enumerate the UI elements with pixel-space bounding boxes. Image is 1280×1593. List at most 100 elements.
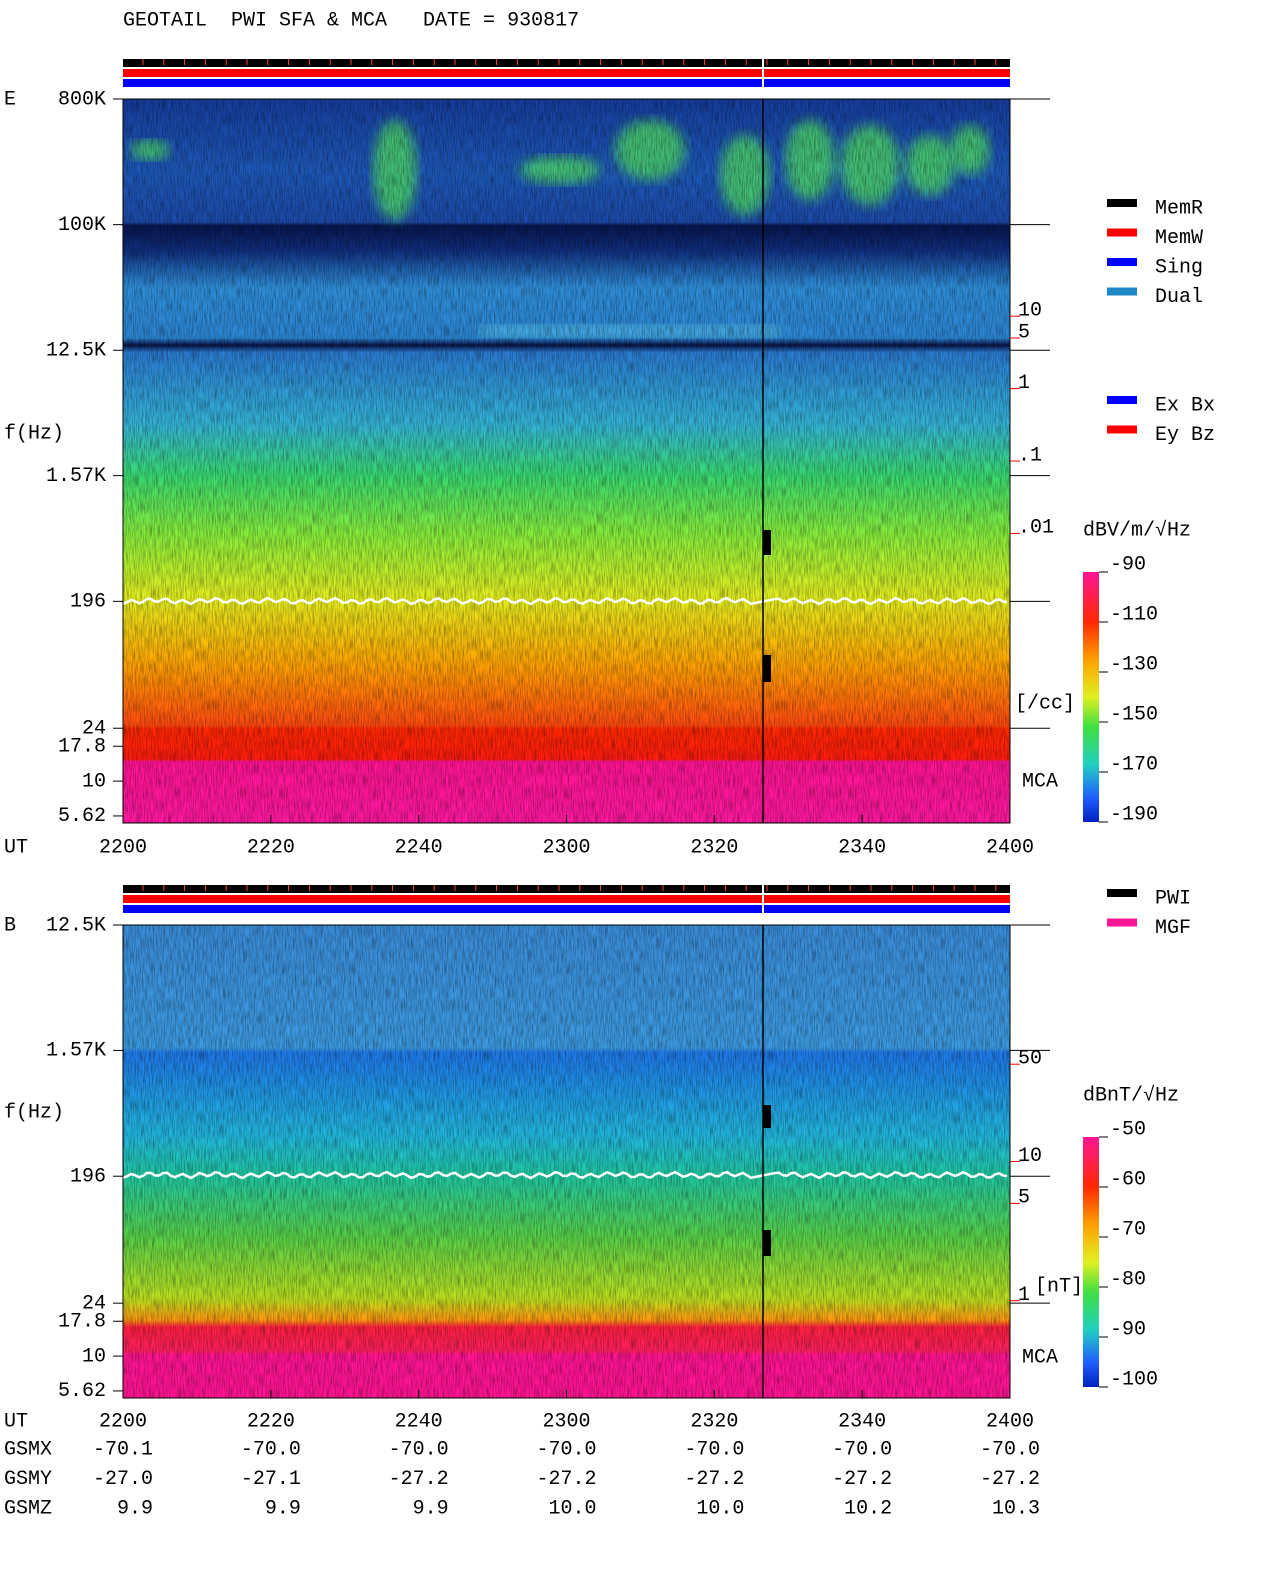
legend-swatch	[1107, 287, 1137, 296]
orbit-value: 9.9	[413, 1497, 449, 1520]
colorbar-tick-label: -170	[1110, 753, 1158, 776]
y-tick-label: 10	[82, 770, 106, 793]
x-tick-label: 2300	[542, 836, 590, 859]
x-tick-label: 2200	[99, 836, 147, 859]
y2-tick-label: .01	[1018, 517, 1054, 540]
y-tick-label: 24	[82, 718, 106, 741]
panel-label: B	[4, 914, 16, 937]
x-tick-label: 2220	[247, 1410, 295, 1433]
y2-tick-label: 5	[1018, 321, 1030, 344]
orbit-value: -70.1	[93, 1438, 153, 1461]
x-tick-label: 2240	[395, 836, 443, 859]
x-tick-label: 2240	[395, 1410, 443, 1433]
x-tick-label: 2320	[690, 1410, 738, 1433]
y-tick-label: 196	[70, 1165, 106, 1188]
x-tick-label: 2400	[986, 1410, 1034, 1433]
orbit-value: -70.0	[980, 1438, 1040, 1461]
legend-label: Ex Bx	[1155, 394, 1215, 417]
orbit-value: -70.0	[684, 1438, 744, 1461]
status-bar	[123, 885, 1010, 893]
orbit-value: 10.0	[548, 1497, 596, 1520]
colorbar	[1083, 572, 1099, 822]
legend-label: Ey Bz	[1155, 424, 1215, 447]
orbit-value: -27.2	[832, 1468, 892, 1491]
colorbar-label: dBV/m/√Hz	[1083, 518, 1191, 542]
colorbar-tick-label: -90	[1110, 553, 1146, 576]
status-bar	[123, 895, 1010, 903]
y2-tick-label: 1	[1018, 1284, 1030, 1307]
colorbar-tick-label: -100	[1110, 1368, 1158, 1391]
x-tick-label: 2340	[838, 836, 886, 859]
legend-label: MemR	[1155, 197, 1203, 220]
orbit-label: GSMX	[4, 1438, 52, 1461]
status-bar	[123, 79, 1010, 87]
plasma-line	[122, 596, 1008, 606]
colorbar-tick-label: -110	[1110, 603, 1158, 626]
colorbar	[1083, 1137, 1099, 1387]
colorbar-tick-label: -190	[1110, 803, 1158, 826]
colorbar-tick-label: -80	[1110, 1268, 1146, 1291]
orbit-value: 9.9	[265, 1497, 301, 1520]
y-tick-label: 10	[82, 1345, 106, 1368]
y2-tick-label: 10	[1018, 1145, 1042, 1168]
y2-tick-label: 10	[1018, 299, 1042, 322]
legend-label: Sing	[1155, 256, 1203, 279]
legend-label: MemW	[1155, 227, 1203, 250]
y-tick-label: 12.5K	[46, 914, 106, 937]
x-tick-label: 2200	[99, 1410, 147, 1433]
x-tick-label: 2340	[838, 1410, 886, 1433]
orbit-value: 10.2	[844, 1497, 892, 1520]
orbit-value: -27.2	[536, 1468, 596, 1491]
legend-swatch	[1107, 396, 1137, 404]
y-tick-label: 24	[82, 1292, 106, 1315]
y-tick-label: 1.57K	[46, 1040, 106, 1063]
orbit-value: -27.1	[241, 1468, 301, 1491]
orbit-value: -70.0	[389, 1438, 449, 1461]
legend-swatch	[1107, 258, 1137, 266]
y2-tick-label: .1	[1018, 444, 1042, 467]
orbit-value: -27.2	[389, 1468, 449, 1491]
legend-label: Dual	[1155, 286, 1203, 309]
y-tick-label: 1.57K	[46, 465, 106, 488]
y-axis-label: f(Hz)	[4, 1101, 64, 1124]
x-tick-label: 2400	[986, 836, 1034, 859]
y-tick-label: 5.62	[58, 805, 106, 828]
orbit-value: 10.0	[696, 1497, 744, 1520]
figure-title: GEOTAIL PWI SFA & MCA DATE = 930817	[123, 9, 579, 32]
x-axis-label: UT	[4, 836, 28, 859]
colorbar-tick-label: -50	[1110, 1118, 1146, 1141]
y-tick-label: 100K	[58, 214, 106, 237]
y-tick-label: 800K	[58, 88, 106, 111]
y-axis-label: f(Hz)	[4, 422, 64, 445]
colorbar-label: dBnT/√Hz	[1083, 1083, 1179, 1107]
orbit-value: -27.0	[93, 1468, 153, 1491]
orbit-value: -27.2	[684, 1468, 744, 1491]
orbit-value: 10.3	[992, 1497, 1040, 1520]
legend-label: PWI	[1155, 887, 1191, 910]
colorbar-tick-label: -130	[1110, 653, 1158, 676]
legend-swatch	[1107, 425, 1137, 434]
spectrogram-noise	[123, 925, 1010, 1398]
x-axis-label: UT	[4, 1410, 28, 1433]
legend-label: MGF	[1155, 917, 1191, 940]
y-tick-label: 17.8	[58, 1311, 106, 1334]
y-tick-label: 5.62	[58, 1380, 106, 1403]
y2-tick-label: 50	[1018, 1047, 1042, 1070]
x-tick-label: 2300	[542, 1410, 590, 1433]
legend-swatch	[1107, 889, 1137, 897]
orbit-value: 9.9	[117, 1497, 153, 1520]
plasma-line	[122, 1170, 1008, 1180]
orbit-value: -70.0	[536, 1438, 596, 1461]
gap-mark	[763, 1230, 771, 1256]
y2-axis-label: [/cc]	[1015, 692, 1075, 715]
x-tick-label: 2320	[690, 836, 738, 859]
legend-swatch	[1107, 918, 1137, 927]
status-bar	[123, 905, 1010, 913]
orbit-value: -27.2	[980, 1468, 1040, 1491]
gap-mark	[763, 530, 771, 555]
y2-tick-label: 1	[1018, 372, 1030, 395]
y-tick-label: 17.8	[58, 736, 106, 759]
